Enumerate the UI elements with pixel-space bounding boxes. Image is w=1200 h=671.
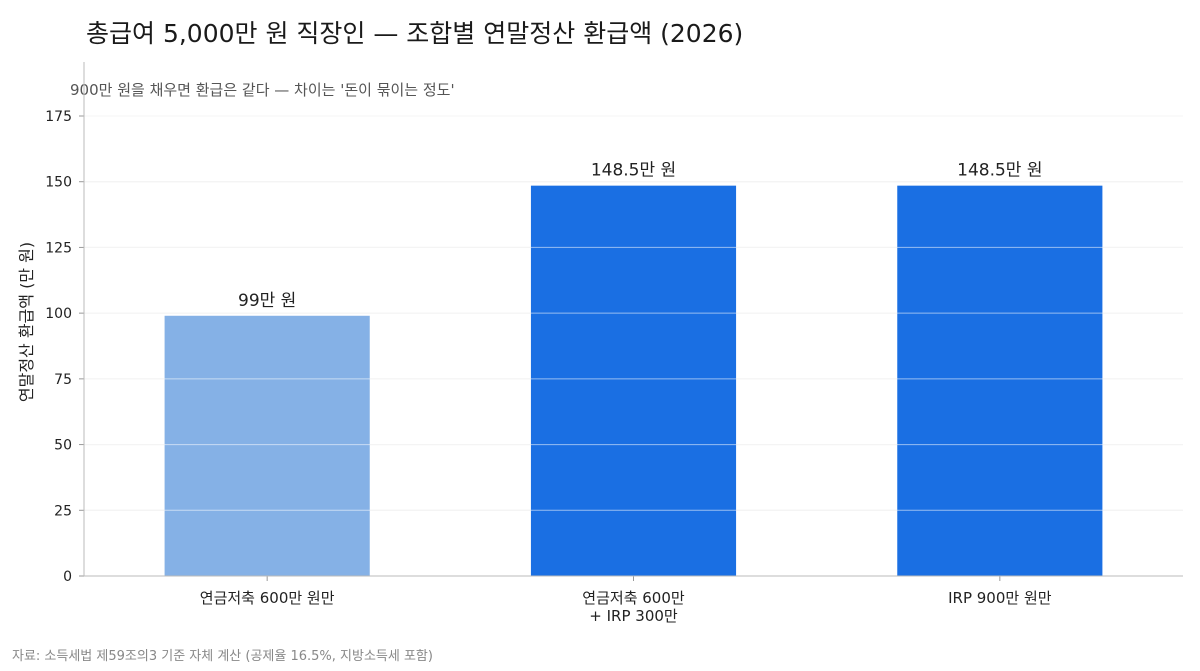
bars — [84, 115, 1183, 576]
bar-value-label: 148.5만 원 — [957, 161, 1042, 181]
chart-subtitle: 900만 원을 채우면 환급은 같다 — 차이는 '돈이 묶이는 정도' — [70, 81, 455, 99]
y-tick-label: 75 — [54, 372, 72, 388]
bar — [530, 185, 737, 576]
y-tick-label: 25 — [54, 503, 72, 519]
bar — [164, 315, 370, 576]
source-note: 자료: 소득세법 제59조의3 기준 자체 계산 (공제율 16.5%, 지방소… — [12, 649, 433, 664]
x-tick-label: + IRP 300만 — [589, 607, 678, 625]
y-tick-label: 175 — [45, 109, 72, 125]
y-tick-label: 50 — [54, 438, 72, 454]
y-tick-label: 150 — [45, 175, 72, 191]
axes: 0 25 50 75 100 125 150 175 — [45, 62, 1183, 585]
bar-value-label: 148.5만 원 — [591, 161, 676, 181]
bar-value-label: 99만 원 — [238, 291, 296, 311]
y-tick-label: 100 — [45, 306, 72, 322]
y-tick-label: 125 — [45, 240, 72, 256]
y-tick-label: 0 — [63, 569, 72, 585]
x-tick-label: 연금저축 600만 원만 — [200, 589, 335, 607]
y-axis-label: 연말정산 환급액 (만 원) — [17, 242, 36, 402]
x-tick-label: 연금저축 600만 — [582, 589, 685, 607]
x-tick-label: IRP 900만 원만 — [948, 589, 1052, 607]
chart-title: 총급여 5,000만 원 직장인 — 조합별 연말정산 환급액 (2026) — [86, 19, 744, 48]
bar — [897, 185, 1103, 576]
